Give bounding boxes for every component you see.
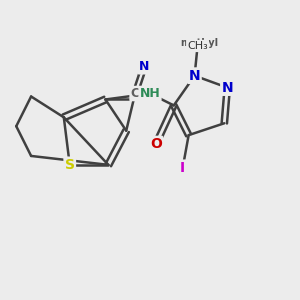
Text: C: C <box>130 87 140 100</box>
Text: NH: NH <box>140 87 160 100</box>
Text: methyl: methyl <box>180 38 218 48</box>
Text: CH₃: CH₃ <box>187 41 208 51</box>
Text: N: N <box>139 60 149 73</box>
Text: I: I <box>180 161 185 175</box>
Text: N: N <box>221 81 233 94</box>
Text: O: O <box>150 137 162 151</box>
Text: N: N <box>189 69 200 83</box>
Text: S: S <box>65 158 75 172</box>
